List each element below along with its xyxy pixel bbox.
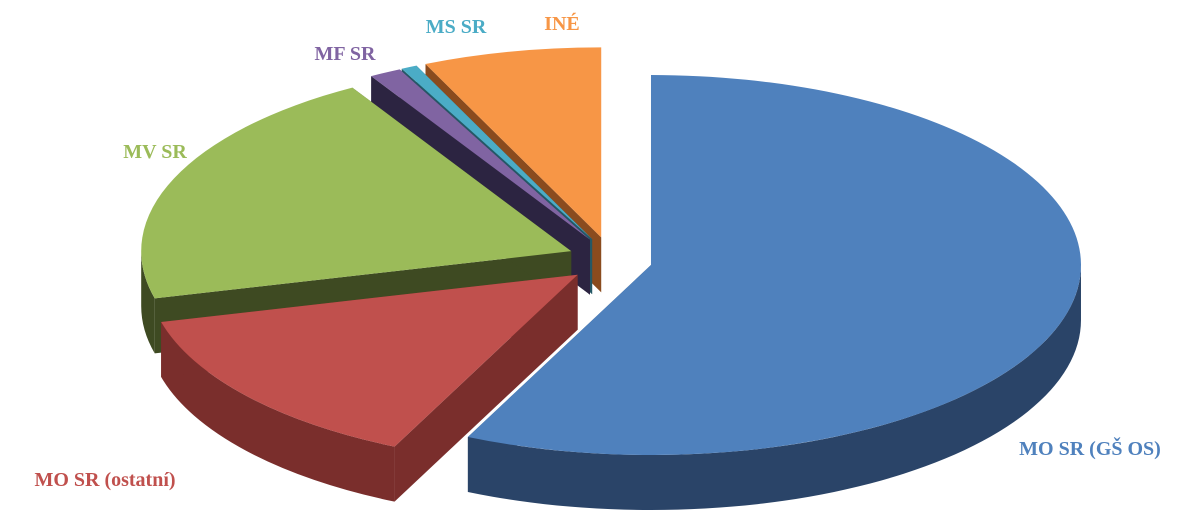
- pie-slice-side-2: [141, 251, 155, 354]
- pie-slice-side-1: [161, 321, 395, 502]
- slice-label-4: MS SR: [426, 16, 487, 38]
- pie-slice-5: [425, 47, 602, 238]
- slice-label-1: MO SR (ostatní): [34, 469, 175, 491]
- pie-slice-3: [371, 69, 590, 240]
- slice-label-0: MO SR (GŠ OS): [1019, 436, 1161, 460]
- slice-label-3: MF SR: [315, 43, 376, 65]
- slice-label-2: MV SR: [123, 141, 187, 163]
- pie-slice-1: [161, 274, 578, 447]
- pie-tops: [141, 47, 1081, 456]
- pie-slice-2: [141, 87, 572, 299]
- pie-slice-4: [401, 65, 593, 240]
- pie-slice-side-0: [467, 265, 1081, 511]
- slice-label-5: INÉ: [544, 12, 580, 35]
- pie-labels: MO SR (GŠ OS) MO SR (ostatní) MV SR MF SR MS…: [34, 12, 1160, 491]
- pie-slice-0: [467, 75, 1081, 456]
